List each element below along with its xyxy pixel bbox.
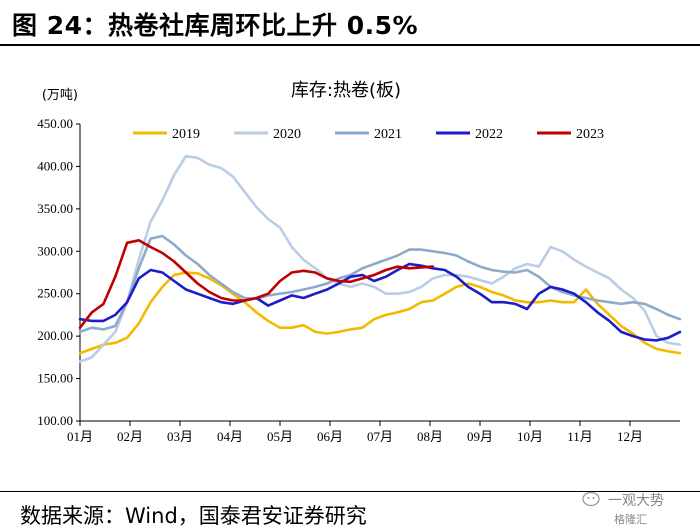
hot-rolled-coil-inventory-chart: 库存:热卷(板) (万吨) 100.00 150.00 200.00 250.00 30… xyxy=(37,80,682,444)
legend-label-2021: 2021 xyxy=(374,127,402,142)
watermark: 一观大势 格隆汇 xyxy=(582,488,694,528)
series-line-2020 xyxy=(78,154,682,363)
legend-label-2019: 2019 xyxy=(172,127,200,142)
wechat-icon xyxy=(582,491,600,507)
x-tick-label: 04月 xyxy=(217,429,243,444)
y-tick-label: 200.00 xyxy=(37,328,73,343)
data-source-note: 数据来源：Wind，国泰君安证券研究 xyxy=(20,504,367,528)
y-axis-unit-label: (万吨) xyxy=(42,88,78,103)
x-tick-label: 02月 xyxy=(117,429,143,444)
x-tick-label: 01月 xyxy=(67,429,93,444)
x-tick-label: 08月 xyxy=(417,429,443,444)
x-tick-label: 06月 xyxy=(317,429,343,444)
y-tick-label: 100.00 xyxy=(37,413,73,428)
series-line-2023 xyxy=(78,239,435,330)
chart-legend: 2019 2020 2021 2022 2023 xyxy=(133,127,604,142)
legend-label-2020: 2020 xyxy=(273,127,301,142)
x-tick-label: 09月 xyxy=(467,429,493,444)
x-tick-label: 11月 xyxy=(567,429,593,444)
y-tick-label: 300.00 xyxy=(37,243,73,258)
y-tick-label: 400.00 xyxy=(37,158,73,173)
chart-title: 库存:热卷(板) xyxy=(291,80,401,101)
figure-title: 图 24：热卷社库周环比上升 0.5% xyxy=(12,11,419,40)
watermark-site: 格隆汇 xyxy=(614,513,647,526)
y-tick-label: 350.00 xyxy=(37,201,73,216)
x-tick-label: 12月 xyxy=(617,429,643,444)
y-tick-label: 250.00 xyxy=(37,286,73,301)
x-tick-label: 07月 xyxy=(367,429,393,444)
chart-series xyxy=(78,154,682,363)
legend-label-2022: 2022 xyxy=(475,127,503,142)
series-line-2019 xyxy=(78,271,682,355)
x-tick-label: 05月 xyxy=(267,429,293,444)
x-tick-label: 10月 xyxy=(517,429,543,444)
chart-axes: 100.00 150.00 200.00 250.00 300.00 350.00 400.… xyxy=(37,116,680,444)
footer-rule xyxy=(0,491,700,492)
x-tick-label: 03月 xyxy=(167,429,193,444)
watermark-brand: 一观大势 xyxy=(608,493,664,509)
y-tick-label: 450.00 xyxy=(37,116,73,131)
series-line-2022 xyxy=(78,262,682,342)
title-underline xyxy=(0,44,700,46)
legend-label-2023: 2023 xyxy=(576,127,604,142)
y-tick-label: 150.00 xyxy=(37,371,73,386)
